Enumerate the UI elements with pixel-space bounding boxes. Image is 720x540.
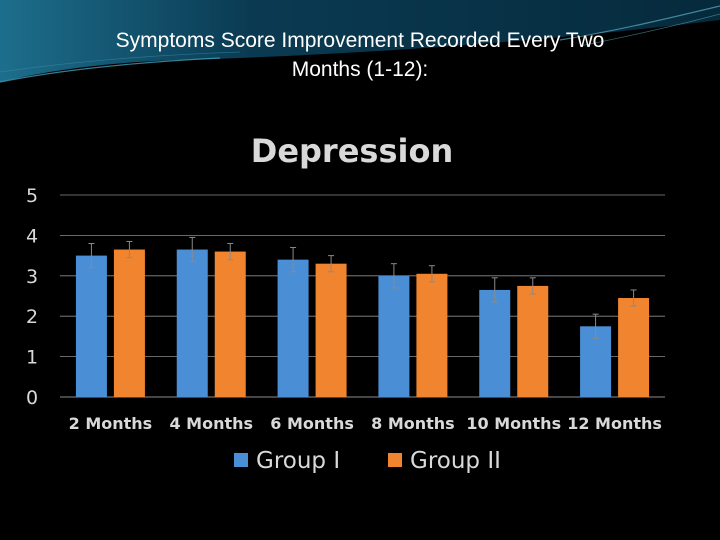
y-tick-label: 1 (26, 347, 38, 369)
chart-title: Depression (251, 132, 453, 170)
bar-group-ii (214, 251, 246, 397)
bar-group-i (479, 289, 511, 397)
y-tick-label: 2 (26, 306, 38, 328)
x-axis-ticks: 2 Months 4 Months 6 Months 8 Months 10 Month… (69, 414, 662, 433)
y-axis-ticks: 0 1 2 3 4 5 (26, 185, 38, 409)
legend-swatch (234, 453, 248, 467)
slide-title-line-1: Symptoms Score Improvement Recorded Ever… (115, 29, 605, 52)
slide-title: Symptoms Score Improvement Recorded Ever… (40, 26, 680, 84)
legend-label: Group II (410, 448, 501, 474)
error-bars (88, 236, 637, 339)
bar-group-ii (315, 263, 347, 397)
legend: Group I Group II (234, 448, 501, 474)
y-tick-label: 5 (26, 185, 38, 207)
bar-group-ii (618, 298, 650, 397)
y-tick-label: 4 (26, 225, 38, 247)
x-tick-label: 8 Months (371, 414, 455, 433)
bars (75, 249, 650, 397)
x-tick-label: 6 Months (270, 414, 354, 433)
slide-title-line-2: Months (1-12): (291, 58, 429, 81)
bar-group-i (176, 249, 208, 397)
legend-swatch (388, 453, 402, 467)
bar-group-i (75, 255, 107, 397)
bar-group-ii (416, 273, 448, 397)
x-tick-label: 2 Months (69, 414, 153, 433)
header-banner (0, 0, 720, 83)
bar-group-ii (517, 285, 549, 397)
bar-group-ii (113, 249, 145, 397)
x-tick-label: 12 Months (567, 414, 662, 433)
x-tick-label: 4 Months (169, 414, 253, 433)
legend-label: Group I (256, 448, 340, 474)
bar-group-i (378, 275, 410, 397)
bar-group-i (277, 259, 309, 397)
y-tick-label: 0 (26, 387, 38, 409)
x-tick-label: 10 Months (466, 414, 561, 433)
gridlines (60, 194, 665, 398)
y-tick-label: 3 (26, 266, 38, 288)
